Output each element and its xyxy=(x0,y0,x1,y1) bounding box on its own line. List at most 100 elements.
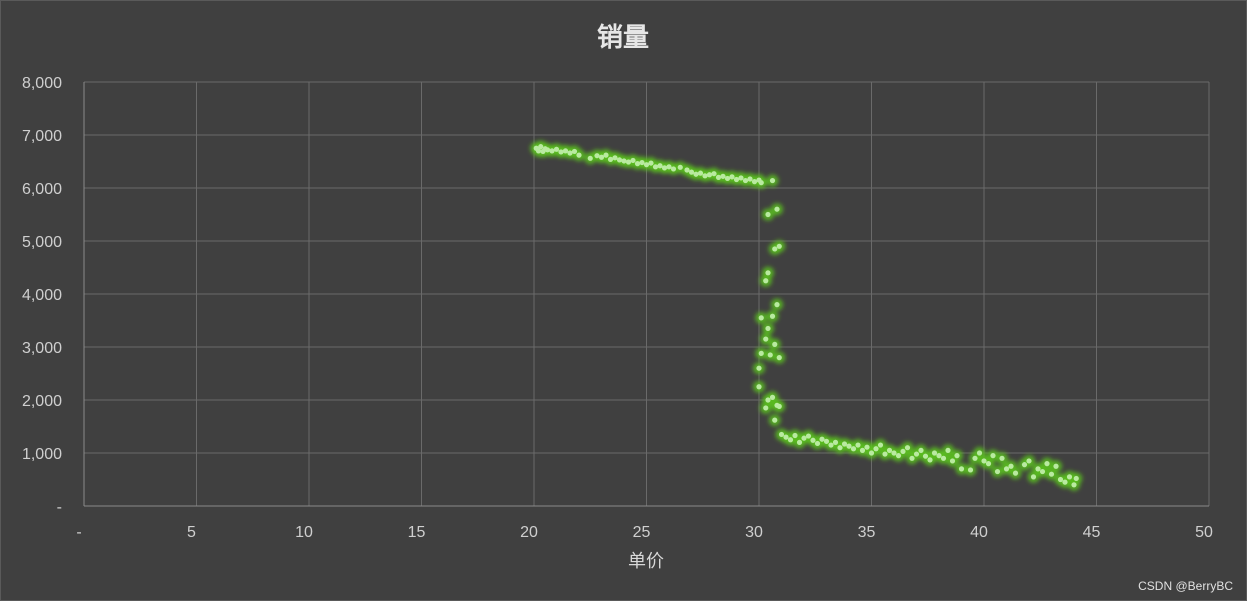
data-point xyxy=(706,172,713,178)
y-tick-label: - xyxy=(57,499,62,516)
data-point xyxy=(765,397,771,403)
y-tick-label: 6,000 xyxy=(22,181,62,198)
data-point xyxy=(954,453,960,459)
data-point xyxy=(661,165,668,171)
data-point xyxy=(688,169,695,175)
x-tick-label: 30 xyxy=(745,524,763,541)
data-point xyxy=(625,159,632,165)
data-point xyxy=(958,466,965,472)
data-point xyxy=(567,150,573,156)
data-point xyxy=(927,457,933,463)
data-point xyxy=(855,442,861,448)
data-point xyxy=(544,147,551,153)
data-point xyxy=(949,458,956,464)
data-point xyxy=(778,431,785,438)
data-point xyxy=(859,447,866,453)
data-point xyxy=(886,447,893,453)
data-point xyxy=(603,152,609,158)
data-point xyxy=(769,313,776,319)
data-point xyxy=(1030,474,1037,480)
data-point xyxy=(1053,463,1059,469)
data-point xyxy=(1062,479,1068,485)
data-point xyxy=(1066,474,1073,480)
data-point xyxy=(823,438,830,444)
data-point xyxy=(562,148,569,154)
x-tick-label: - xyxy=(76,524,81,541)
data-point xyxy=(990,453,996,459)
data-point xyxy=(776,243,782,249)
gridlines xyxy=(84,81,1210,506)
data-point xyxy=(702,173,708,179)
tick-labels: - 1,000 2,000 3,000 4,000 5,000 6,000 7,000 8,00… xyxy=(22,75,1213,541)
data-point xyxy=(900,448,906,455)
data-point xyxy=(756,384,762,390)
data-point xyxy=(841,441,848,447)
data-point xyxy=(774,206,780,212)
data-point xyxy=(765,211,771,218)
data-point xyxy=(776,403,782,409)
data-point xyxy=(758,315,764,321)
y-tick-label: 5,000 xyxy=(22,234,62,251)
data-point xyxy=(634,161,641,167)
data-point xyxy=(538,144,544,150)
data-point xyxy=(868,450,875,456)
data-point xyxy=(999,455,1005,461)
data-point xyxy=(756,365,762,371)
data-point xyxy=(1039,468,1046,475)
x-axis-title: 单价 xyxy=(628,551,664,572)
data-point xyxy=(774,302,780,308)
data-point xyxy=(1021,462,1028,468)
data-point xyxy=(846,443,852,449)
data-point xyxy=(1026,458,1032,464)
data-point xyxy=(1003,466,1010,472)
data-point xyxy=(767,352,773,358)
x-tick-label: 20 xyxy=(520,524,538,541)
data-point xyxy=(751,179,758,185)
watermark: CSDN @BerryBC xyxy=(1138,579,1233,593)
x-tick-label: 35 xyxy=(858,524,876,541)
data-point xyxy=(758,180,764,186)
data-point xyxy=(697,170,704,176)
data-point xyxy=(594,153,600,159)
data-point xyxy=(763,405,769,411)
data-point xyxy=(648,160,654,166)
data-point xyxy=(535,148,542,154)
data-point xyxy=(711,171,717,177)
data-point xyxy=(787,437,794,443)
data-point xyxy=(1048,471,1055,477)
data-point xyxy=(1071,482,1077,488)
x-tick-label: 5 xyxy=(187,524,196,541)
data-point xyxy=(976,450,983,456)
data-point xyxy=(864,444,870,450)
data-point xyxy=(747,176,753,182)
data-point xyxy=(805,433,812,439)
data-point xyxy=(729,174,735,180)
data-point xyxy=(742,177,749,184)
data-point xyxy=(720,173,726,179)
data-point xyxy=(891,450,897,456)
y-tick-label: 7,000 xyxy=(22,128,62,145)
data-point xyxy=(769,177,776,184)
data-point xyxy=(733,176,740,183)
data-point xyxy=(684,167,690,173)
data-point xyxy=(549,148,555,154)
data-point xyxy=(801,435,807,441)
data-point xyxy=(772,246,778,252)
data-point xyxy=(1008,463,1014,469)
data-point xyxy=(783,434,789,440)
data-point xyxy=(981,458,987,464)
data-point xyxy=(598,154,605,160)
data-point xyxy=(1044,461,1050,467)
data-point xyxy=(765,325,771,332)
data-point xyxy=(796,439,803,445)
data-point xyxy=(877,442,884,448)
data-point xyxy=(945,447,951,453)
data-point xyxy=(738,175,744,181)
data-point xyxy=(607,156,614,162)
data-point xyxy=(652,164,659,170)
data-point xyxy=(776,355,782,361)
data-point xyxy=(571,148,578,155)
data-point xyxy=(1073,475,1079,482)
data-point xyxy=(612,155,618,161)
data-point xyxy=(882,451,888,457)
